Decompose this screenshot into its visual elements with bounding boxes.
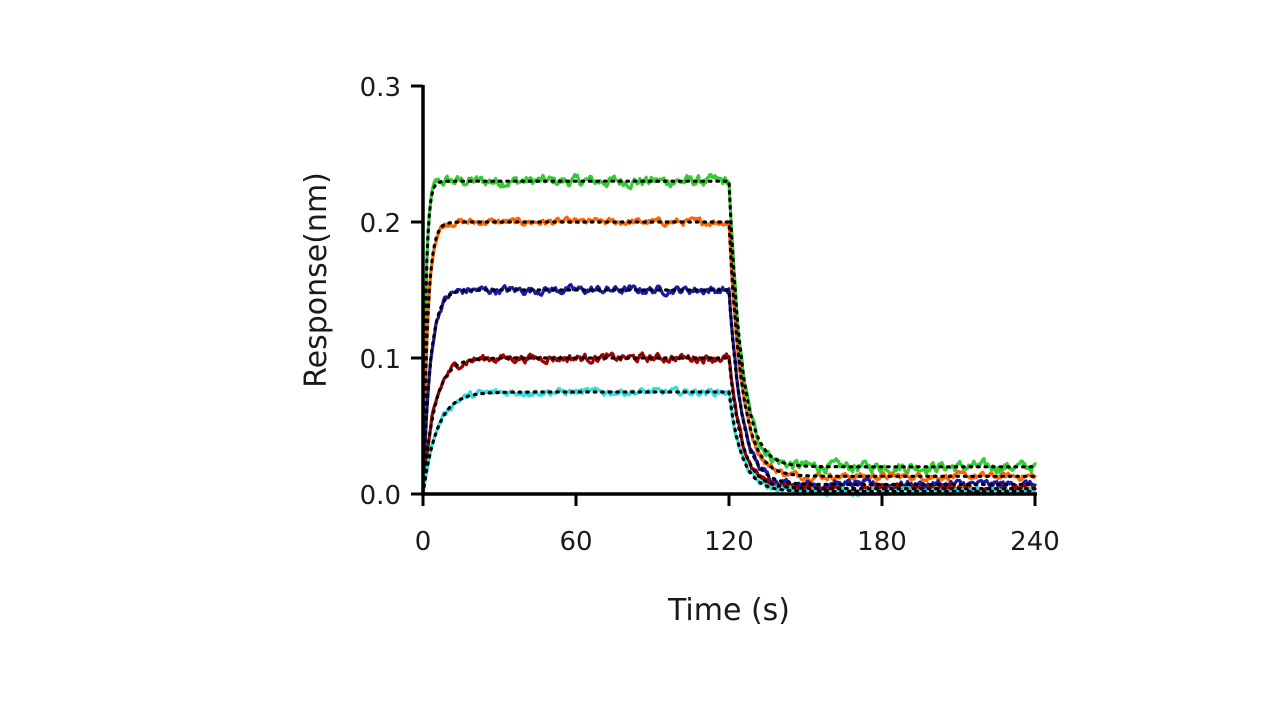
y-tick-label: 0.2 [360, 209, 401, 239]
fit-curve-4 [421, 356, 1037, 496]
series-line-3 [421, 283, 1037, 496]
y-tick-label: 0.3 [360, 73, 401, 103]
series-line-4 [421, 351, 1037, 496]
x-tick-label: 240 [1010, 527, 1060, 557]
y-axis-title: Response(nm) [299, 172, 334, 388]
fit-curve-2 [421, 220, 1037, 496]
tick-layer: 0 60 120 180 240 0.0 0.1 0.2 0.3 [360, 73, 1060, 557]
x-axis-title: Time (s) [667, 593, 790, 628]
fit-curve-5 [421, 390, 1037, 496]
x-tick-label: 120 [704, 527, 754, 557]
fit-curve-3 [421, 288, 1037, 496]
y-tick-label: 0.0 [360, 481, 401, 511]
x-tick-label: 0 [415, 527, 432, 557]
x-tick-label: 60 [559, 527, 592, 557]
fit-curve-1 [421, 179, 1037, 496]
fit-layer [421, 179, 1037, 496]
y-tick-label: 0.1 [360, 345, 401, 375]
x-tick-label: 180 [857, 527, 907, 557]
